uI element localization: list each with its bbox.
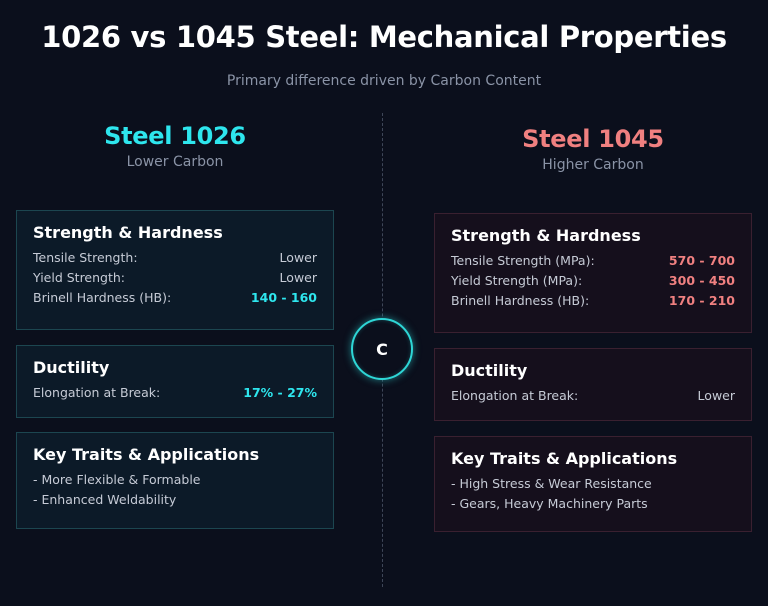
card-heading: Strength & Hardness xyxy=(33,223,223,242)
steel-1045-name: Steel 1045 xyxy=(522,125,664,153)
card-heading: Key Traits & Applications xyxy=(451,449,678,468)
steel-1045-tag: Higher Carbon xyxy=(542,157,644,173)
steel-1045-header: Steel 1045 Higher Carbon xyxy=(434,125,752,173)
steel-1026-header: Steel 1026 Lower Carbon xyxy=(16,122,334,170)
steel-1045-strength-card: Strength & Hardness Tensile Strength (MP… xyxy=(434,213,752,333)
carbon-badge: C xyxy=(351,318,413,380)
property-value: 17% - 27% xyxy=(243,385,317,400)
property-label: Elongation at Break: xyxy=(33,385,161,400)
property-value: 570 - 700 xyxy=(668,253,735,268)
card-heading: Ductility xyxy=(33,358,110,377)
property-row: Tensile Strength (MPa): 570 - 700 xyxy=(451,251,735,271)
steel-1026-strength-card: Strength & Hardness Tensile Strength: Lo… xyxy=(16,210,334,330)
property-label: Yield Strength: xyxy=(33,270,126,285)
steel-1026-tag: Lower Carbon xyxy=(126,154,224,170)
property-value: Lower xyxy=(279,250,317,265)
property-label: Brinell Hardness (HB): xyxy=(33,290,172,305)
property-label: Elongation at Break: xyxy=(451,388,579,403)
trait-item: - More Flexible & Formable xyxy=(33,472,201,487)
steel-1026-ductility-card: Ductility Elongation at Break: 17% - 27% xyxy=(16,345,334,418)
property-label: Brinell Hardness (HB): xyxy=(451,293,590,308)
card-heading: Key Traits & Applications xyxy=(33,445,260,464)
property-row: Elongation at Break: 17% - 27% xyxy=(33,383,317,403)
property-row: Brinell Hardness (HB): 140 - 160 xyxy=(33,288,317,308)
carbon-badge-label: C xyxy=(376,339,388,359)
steel-1045-traits-card: Key Traits & Applications - High Stress … xyxy=(434,436,752,532)
property-row: Tensile Strength: Lower xyxy=(33,248,317,268)
property-row: Elongation at Break: Lower xyxy=(451,386,735,406)
property-value: 170 - 210 xyxy=(668,293,735,308)
page-title: 1026 vs 1045 Steel: Mechanical Propertie… xyxy=(41,20,727,54)
property-label: Tensile Strength: xyxy=(33,250,138,265)
property-value: Lower xyxy=(279,270,317,285)
card-heading: Ductility xyxy=(451,361,528,380)
property-value: 140 - 160 xyxy=(250,290,317,305)
property-value: 300 - 450 xyxy=(668,273,735,288)
property-label: Tensile Strength (MPa): xyxy=(451,253,595,268)
steel-1026-name: Steel 1026 xyxy=(104,122,246,150)
steel-1026-traits-card: Key Traits & Applications - More Flexibl… xyxy=(16,432,334,529)
trait-item: - Gears, Heavy Machinery Parts xyxy=(451,496,648,511)
property-value: Lower xyxy=(697,388,735,403)
card-heading: Strength & Hardness xyxy=(451,226,641,245)
trait-item: - Enhanced Weldability xyxy=(33,492,177,507)
property-row: Yield Strength: Lower xyxy=(33,268,317,288)
trait-item: - High Stress & Wear Resistance xyxy=(451,476,652,491)
page-subtitle: Primary difference driven by Carbon Cont… xyxy=(226,73,542,89)
property-label: Yield Strength (MPa): xyxy=(451,273,583,288)
property-row: Brinell Hardness (HB): 170 - 210 xyxy=(451,291,735,311)
steel-1045-ductility-card: Ductility Elongation at Break: Lower xyxy=(434,348,752,421)
property-row: Yield Strength (MPa): 300 - 450 xyxy=(451,271,735,291)
